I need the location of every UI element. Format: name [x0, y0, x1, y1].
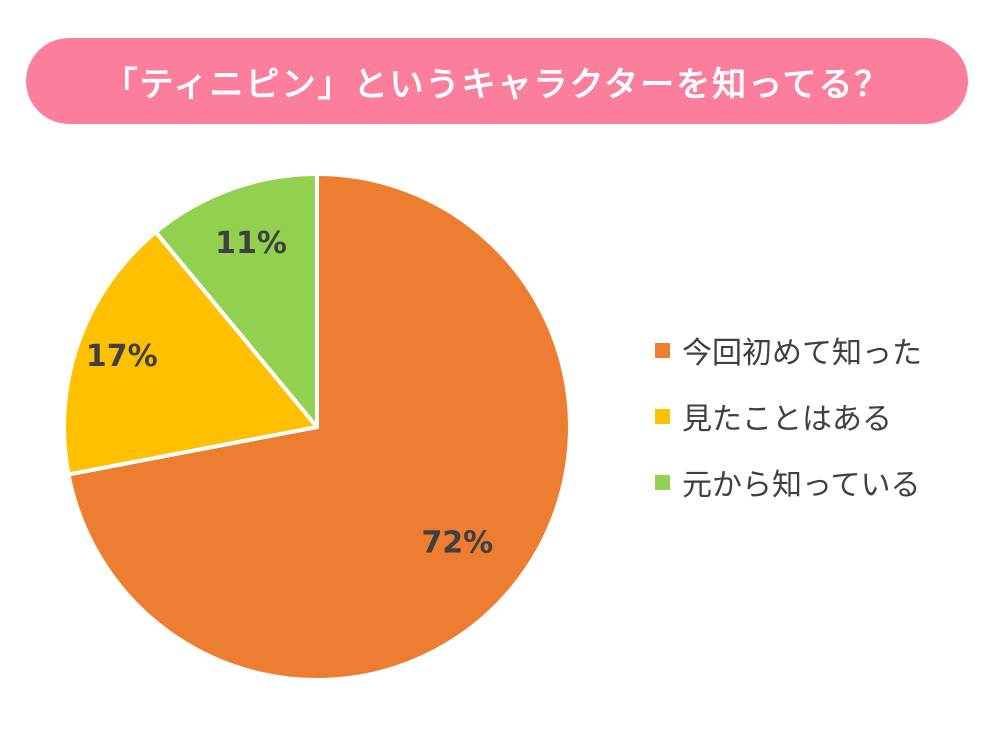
- pie-slice-3: [153, 172, 319, 429]
- legend-item: 元から知っている: [655, 465, 975, 503]
- legend-label: 今回初めて知った: [682, 336, 922, 371]
- title-banner: 「ティニピン」というキャラクターを知ってる？: [26, 38, 968, 124]
- slice-value-label: 17%: [86, 339, 158, 374]
- pie-slice-1: [66, 172, 572, 682]
- legend-item: 見たことはある: [655, 399, 975, 437]
- slice-value-label: 11%: [215, 226, 287, 261]
- legend-swatch: [655, 342, 670, 358]
- slice-value-label: 72%: [421, 526, 493, 561]
- legend-label: 見たことはある: [682, 402, 892, 437]
- legend-swatch: [655, 408, 670, 424]
- pie-slice-2: [62, 230, 319, 477]
- legend-item: 今回初めて知った: [655, 333, 975, 371]
- legend: 今回初めて知った 見たことはある 元から知っている: [655, 333, 975, 531]
- legend-swatch: [655, 474, 670, 490]
- legend-label: 元から知っている: [682, 468, 921, 503]
- chart-title: 「ティニピン」というキャラクターを知ってる？: [103, 64, 891, 105]
